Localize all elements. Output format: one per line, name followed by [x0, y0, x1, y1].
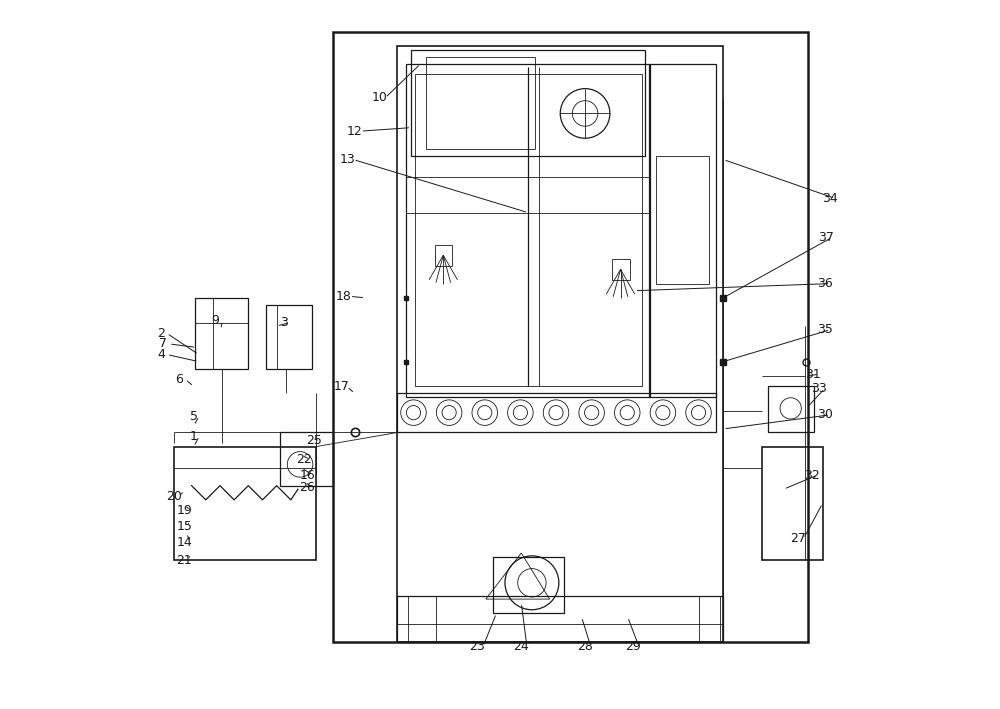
Bar	[333, 32, 808, 642]
Text: 34: 34	[822, 192, 838, 205]
Bar	[195, 298, 248, 369]
Text: 9: 9	[211, 314, 219, 327]
Bar	[415, 74, 642, 386]
Text: 10: 10	[372, 91, 387, 104]
Text: 23: 23	[469, 640, 485, 653]
Text: 12: 12	[347, 125, 363, 138]
Text: 36: 36	[817, 277, 833, 290]
Text: 35: 35	[817, 323, 833, 336]
Text: 14: 14	[177, 536, 192, 549]
Text: 28: 28	[577, 640, 593, 653]
Text: 7: 7	[159, 337, 167, 350]
Bar	[762, 447, 823, 560]
Text: 37: 37	[818, 231, 834, 244]
Bar	[397, 393, 716, 432]
Text: 27: 27	[790, 532, 806, 545]
Text: 31: 31	[806, 368, 821, 381]
Text: 1: 1	[190, 430, 198, 442]
Bar	[612, 259, 630, 280]
Bar	[493, 557, 564, 613]
Text: 24: 24	[513, 640, 529, 653]
Text: 6: 6	[176, 373, 183, 386]
Text: 29: 29	[625, 640, 641, 653]
Bar	[408, 596, 436, 642]
Text: 17: 17	[333, 380, 349, 393]
Bar	[406, 64, 650, 397]
Text: 21: 21	[177, 554, 192, 566]
Bar	[435, 245, 452, 266]
Text: 33: 33	[811, 382, 827, 395]
Bar	[656, 156, 709, 284]
Text: 30: 30	[817, 408, 833, 421]
Bar	[768, 386, 814, 432]
Bar	[426, 57, 535, 149]
Bar	[397, 46, 723, 642]
Text: 15: 15	[177, 520, 192, 532]
Text: 4: 4	[157, 348, 165, 361]
Text: 20: 20	[166, 490, 182, 503]
Bar	[280, 432, 333, 486]
Text: 32: 32	[804, 469, 820, 481]
Bar	[411, 50, 645, 156]
Text: 18: 18	[336, 290, 352, 303]
Text: 5: 5	[190, 410, 198, 423]
Bar	[699, 596, 720, 642]
Text: 22: 22	[296, 453, 312, 466]
Bar	[649, 64, 716, 397]
Bar	[174, 447, 316, 560]
Text: 26: 26	[299, 481, 315, 494]
Text: 19: 19	[177, 504, 192, 517]
Text: 2: 2	[157, 327, 165, 340]
Bar	[266, 305, 312, 369]
Text: 13: 13	[340, 153, 355, 166]
Text: 25: 25	[306, 435, 322, 447]
Text: 3: 3	[280, 316, 288, 329]
Text: 16: 16	[299, 469, 315, 481]
Bar	[397, 596, 723, 642]
